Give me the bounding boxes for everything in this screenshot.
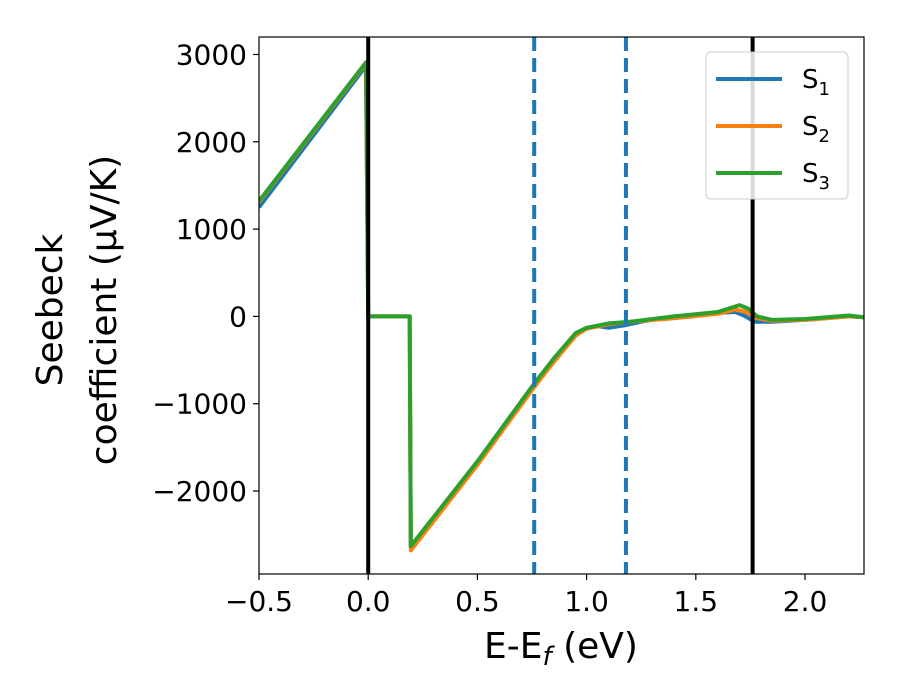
vline-layer xyxy=(366,37,755,574)
y-axis-ticks: −2000 −1000 0 1000 2000 3000 xyxy=(152,38,259,508)
plot-frame xyxy=(258,36,865,575)
legend-label-s3: S3 xyxy=(802,159,830,194)
legend-label-s1: S1 xyxy=(802,65,830,100)
x-axis-label: E-Ef (eV) xyxy=(484,626,638,672)
legend: S1 S2 S3 xyxy=(705,51,849,200)
x-axis-label-base: E-E xyxy=(484,626,542,667)
x-axis-ticks: −0.5 0.0 0.5 1.0 1.5 2.0 xyxy=(225,574,827,618)
series-layer xyxy=(259,60,864,553)
y-tick-label: −2000 xyxy=(152,475,247,508)
y-axis-label-line1: Seebeck xyxy=(30,233,71,386)
series-line-s3 xyxy=(259,60,864,549)
y-tick-label: −1000 xyxy=(152,388,247,421)
y-axis-label-line2: coefficient (μV/K) xyxy=(84,155,125,465)
y-tick-label: 1000 xyxy=(176,213,247,246)
x-tick-label: −0.5 xyxy=(225,585,293,618)
y-tick-label: 0 xyxy=(229,300,247,333)
y-tick-label: 2000 xyxy=(176,126,247,159)
x-tick-label: 1.0 xyxy=(564,585,609,618)
x-tick-label: 2.0 xyxy=(783,585,828,618)
legend-label-s2: S2 xyxy=(802,112,830,147)
y-axis-label: Seebeck coefficient (μV/K) xyxy=(30,155,125,465)
y-tick-label: 3000 xyxy=(176,38,247,71)
x-tick-label: 0.0 xyxy=(346,585,391,618)
x-tick-label: 0.5 xyxy=(455,585,500,618)
x-tick-label: 1.5 xyxy=(674,585,719,618)
x-axis-label-tail: (eV) xyxy=(552,626,638,667)
